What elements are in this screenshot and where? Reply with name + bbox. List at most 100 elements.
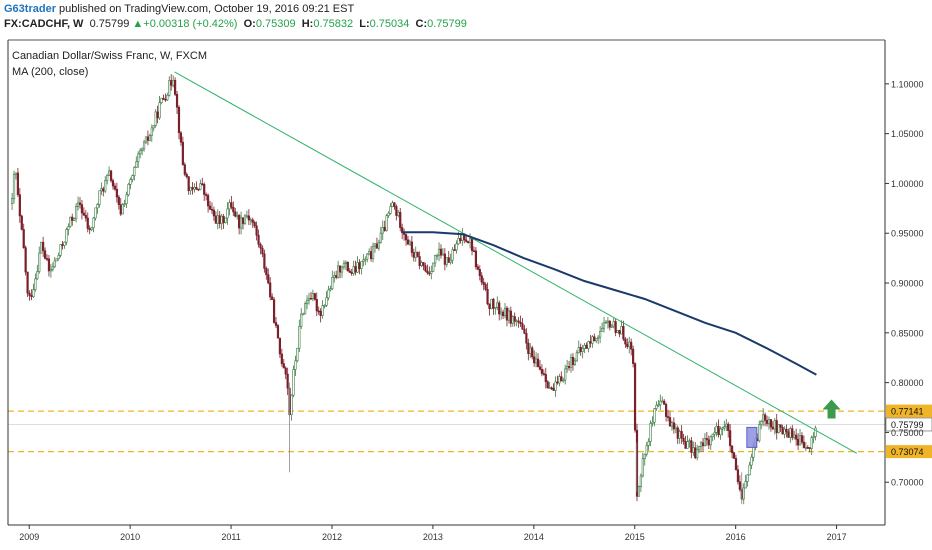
candle-body (371, 245, 375, 260)
candle-body (715, 425, 718, 433)
candle-body (271, 296, 274, 300)
candle-body (344, 261, 347, 264)
candle-body (589, 341, 592, 344)
candle-body (342, 262, 346, 268)
candle-body (736, 469, 740, 483)
candle-body (331, 277, 334, 290)
candle-body (585, 344, 588, 349)
candle-body (377, 242, 380, 249)
candle-body (261, 247, 264, 255)
candle-body (168, 80, 171, 96)
candle-body (465, 239, 468, 242)
candle-body (338, 265, 342, 273)
candle-body (333, 275, 336, 278)
candle-body (515, 320, 518, 323)
candle-body (620, 325, 623, 335)
candle-body (247, 215, 250, 221)
candle-body (744, 481, 747, 489)
high-value: 0.75832 (313, 18, 354, 30)
candle-body (119, 204, 122, 215)
candle-body (666, 416, 670, 418)
candle-body (158, 102, 161, 119)
level-price-label: 0.77141 (891, 407, 924, 417)
candle-body (436, 254, 439, 257)
candle-body (18, 194, 21, 217)
candle-body (725, 423, 728, 427)
candle-body (284, 367, 287, 375)
candle-body (381, 227, 384, 234)
candle-body (653, 408, 656, 423)
candle-body (57, 254, 60, 260)
candle-body (210, 208, 214, 211)
x-tick-label: 2016 (726, 532, 746, 542)
candle-body (154, 111, 157, 126)
candle-body (682, 437, 685, 442)
candle-body (10, 198, 14, 204)
candle-body (449, 259, 452, 263)
candle-body (218, 215, 221, 224)
candle-body (633, 363, 637, 431)
candle-body (387, 212, 390, 216)
candle-body (133, 167, 136, 176)
candle-body (418, 256, 421, 266)
candle-body (719, 428, 722, 436)
candle-body (781, 426, 784, 435)
high-label: H: (301, 18, 314, 30)
candle-body (668, 417, 672, 427)
candle-body (424, 265, 427, 272)
y-tick-label: 1.00000 (891, 179, 924, 189)
candle-body (474, 250, 478, 268)
candle-body (498, 302, 501, 315)
y-tick-label: 1.05000 (891, 129, 924, 139)
candle-body (208, 205, 212, 210)
candle-body (632, 348, 635, 364)
candle-body (127, 184, 130, 196)
candle-body (172, 79, 175, 86)
candle-body (302, 313, 305, 316)
candle-body (521, 323, 524, 330)
candle-body (556, 381, 559, 384)
x-tick-label: 2010 (120, 532, 140, 542)
candle-body (75, 206, 78, 219)
x-tick-label: 2017 (827, 532, 847, 542)
candle-body (251, 219, 254, 223)
candle-body (197, 188, 200, 191)
candle-body (410, 241, 413, 253)
candle-body (665, 404, 668, 417)
candle-body (795, 434, 798, 440)
candle-body (106, 174, 109, 181)
candle-body (141, 148, 144, 151)
author-link[interactable]: G63trader (4, 3, 56, 15)
candle-body (195, 187, 198, 190)
candle-body (399, 211, 402, 228)
candle-body (771, 426, 774, 430)
candle-body (30, 295, 33, 298)
candle-body (274, 322, 278, 326)
candle-body (622, 325, 625, 340)
candle-body (317, 310, 320, 313)
candle-body (123, 203, 126, 206)
candle-body (22, 229, 25, 248)
candle-body (108, 170, 111, 176)
indicator-label[interactable]: MA (200, close) (12, 66, 89, 78)
candle-body (265, 268, 268, 276)
candle-body (170, 80, 173, 86)
candle-body (20, 215, 23, 230)
candle-body (391, 202, 394, 207)
candle-body (798, 435, 802, 446)
candle-body (53, 260, 56, 268)
candle-body (183, 164, 186, 175)
candle-body (408, 241, 412, 245)
candle-body (315, 299, 318, 312)
candle-body (241, 217, 245, 224)
candle-body (670, 422, 674, 427)
candle-body (42, 241, 45, 252)
candle-body (523, 328, 526, 334)
candle-body (659, 400, 662, 406)
candle-body (96, 204, 99, 209)
candle-body (350, 272, 353, 274)
candle-body (82, 212, 85, 216)
candle-body (490, 298, 493, 309)
candle-body (628, 341, 631, 348)
